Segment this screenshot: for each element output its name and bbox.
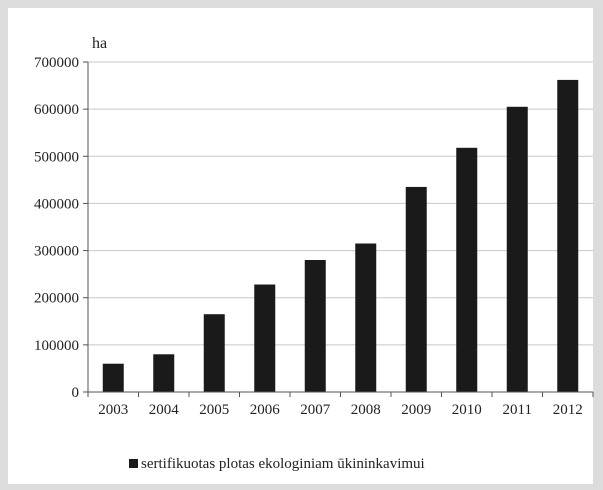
x-tick-label: 2005 <box>199 402 229 418</box>
bar <box>557 79 579 393</box>
chart-frame <box>8 8 593 484</box>
y-tick-label: 700000 <box>34 55 79 71</box>
y-tick-label: 500000 <box>34 149 79 165</box>
y-tick-labels: 0 100000 200000 300000 400000 500000 600000 700… <box>34 55 79 401</box>
legend: sertifikuotas plotas ekologiniam ūkinink… <box>129 456 425 472</box>
bar <box>203 314 225 392</box>
axes <box>83 61 594 397</box>
x-tick-label: 2007 <box>300 402 331 418</box>
bar <box>355 243 377 392</box>
legend-label: sertifikuotas plotas ekologiniam ūkinink… <box>141 456 425 472</box>
x-tick-label: 2010 <box>452 402 482 418</box>
bar <box>456 147 478 392</box>
y-tick-label: 0 <box>72 385 80 401</box>
x-tick-label: 2009 <box>401 402 431 418</box>
y-tick-label: 600000 <box>34 102 79 118</box>
bar <box>254 284 276 392</box>
x-tick-labels: 2003 2004 2005 2006 2007 2008 2009 2010 2011 2012 <box>98 402 583 418</box>
bar <box>304 260 326 392</box>
y-tick-label: 200000 <box>34 291 79 307</box>
bar <box>153 354 175 392</box>
x-tick-label: 2012 <box>553 402 583 418</box>
x-tick-label: 2011 <box>503 402 532 418</box>
x-tick-label: 2006 <box>250 402 281 418</box>
bar <box>506 106 528 393</box>
legend-swatch <box>129 459 138 468</box>
y-axis-unit-label: ha <box>92 35 107 52</box>
x-tick-label: 2003 <box>98 402 128 418</box>
x-tick-label: 2008 <box>351 402 381 418</box>
bar <box>405 186 427 392</box>
y-tick-label: 400000 <box>34 196 79 212</box>
y-tick-label: 300000 <box>34 244 79 260</box>
bars <box>102 79 579 393</box>
bar <box>102 363 124 392</box>
x-tick-label: 2004 <box>149 402 180 418</box>
y-tick-label: 100000 <box>34 338 79 354</box>
